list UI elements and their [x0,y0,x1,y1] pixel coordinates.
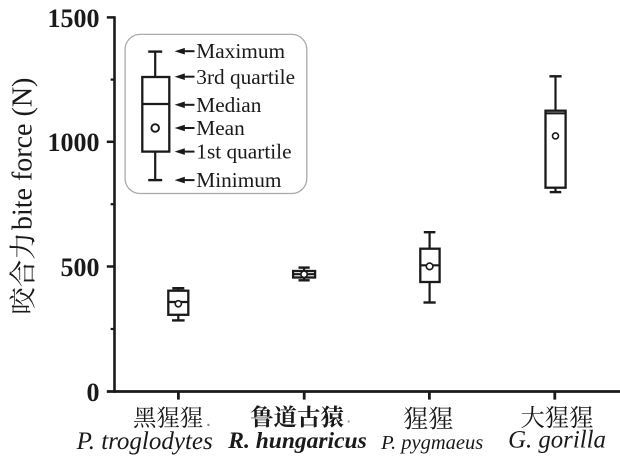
svg-text:bite force (N): bite force (N) [7,78,38,230]
svg-text:Median: Median [196,93,261,117]
svg-text:Mean: Mean [196,116,245,140]
svg-text:500: 500 [61,253,100,282]
svg-text:Minimum: Minimum [196,168,282,192]
svg-text:P. troglodytes: P. troglodytes [76,428,213,455]
svg-text:1500: 1500 [48,4,100,33]
svg-text:R. hungaricus: R. hungaricus [227,428,366,454]
svg-text:1st quartile: 1st quartile [196,140,291,164]
svg-text:3rd quartile: 3rd quartile [196,65,295,89]
svg-text:G. gorilla: G. gorilla [508,427,606,454]
svg-text:P. pygmaeus: P. pygmaeus [380,432,483,454]
svg-text:0: 0 [87,378,100,407]
svg-text:1000: 1000 [48,128,100,157]
svg-text:Maximum: Maximum [196,39,285,63]
